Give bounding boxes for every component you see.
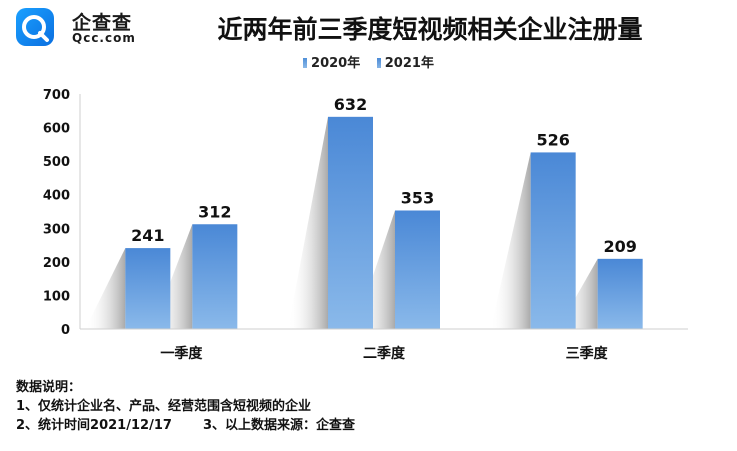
bar-shadow <box>557 258 598 329</box>
data-label: 632 <box>334 95 367 114</box>
legend-swatch-2020 <box>303 58 308 68</box>
bar-shadow <box>288 116 328 329</box>
bar-1-1 <box>395 210 440 329</box>
x-tick-label: 一季度 <box>160 345 203 362</box>
bar-2-0 <box>530 152 576 329</box>
brand-name: 企查查 <box>72 12 133 34</box>
legend-item-2021: 2021年 <box>376 52 434 71</box>
x-tick-label: 二季度 <box>363 345 406 362</box>
qcc-logo-icon <box>16 8 54 46</box>
brand-domain: Qcc.com <box>72 31 136 45</box>
y-tick-label: 200 <box>43 256 70 271</box>
notes-line-2: 2、统计时间2021/12/17 <box>16 418 172 433</box>
x-tick-label: 三季度 <box>566 345 609 362</box>
y-tick-label: 300 <box>43 222 70 237</box>
y-tick-label: 600 <box>43 122 70 137</box>
legend-label-2021: 2021年 <box>384 56 434 71</box>
data-label: 353 <box>401 188 434 207</box>
legend-label-2020: 2020年 <box>311 56 361 71</box>
bar-2-1 <box>597 258 643 329</box>
y-tick-label: 500 <box>43 155 70 170</box>
brand-logo: 企查查 Qcc.com <box>14 6 135 48</box>
data-label: 312 <box>198 202 231 221</box>
bar-1-0 <box>328 116 373 329</box>
y-tick-label: 700 <box>43 88 70 103</box>
notes-heading: 数据说明： <box>16 380 82 395</box>
bar-0-0 <box>125 248 171 329</box>
y-tick-label: 0 <box>61 323 70 338</box>
bar-shadow <box>85 248 126 329</box>
bar-chart: 0 100 200 300 400 500 600 700 一季度 二季度 三季度 241 312 6… <box>43 88 688 362</box>
legend-item-2020: 2020年 <box>303 52 360 71</box>
data-notes: 数据说明： 1、仅统计企业名、产品、经营范围含短视频的企业 2、统计时间2021… <box>16 378 355 435</box>
bar-shadow <box>152 224 193 329</box>
bar-shadow <box>490 152 531 329</box>
data-label: 209 <box>603 237 636 256</box>
y-tick-label: 400 <box>43 189 70 204</box>
data-label: 526 <box>536 130 569 149</box>
bar-0-1 <box>192 224 238 329</box>
notes-line-2-3: 2、统计时间2021/12/17 3、以上数据来源：企查查 <box>16 416 355 435</box>
chart-title: 近两年前三季度短视频相关企业注册量 <box>217 15 643 44</box>
data-label: 241 <box>131 226 164 245</box>
legend-swatch-2021 <box>376 58 381 68</box>
notes-line-1: 1、仅统计企业名、产品、经营范围含短视频的企业 <box>16 399 312 414</box>
notes-line-3: 3、以上数据来源：企查查 <box>202 418 356 433</box>
chart-legend: 2020年 2021年 <box>0 52 737 71</box>
y-tick-label: 100 <box>43 289 70 304</box>
